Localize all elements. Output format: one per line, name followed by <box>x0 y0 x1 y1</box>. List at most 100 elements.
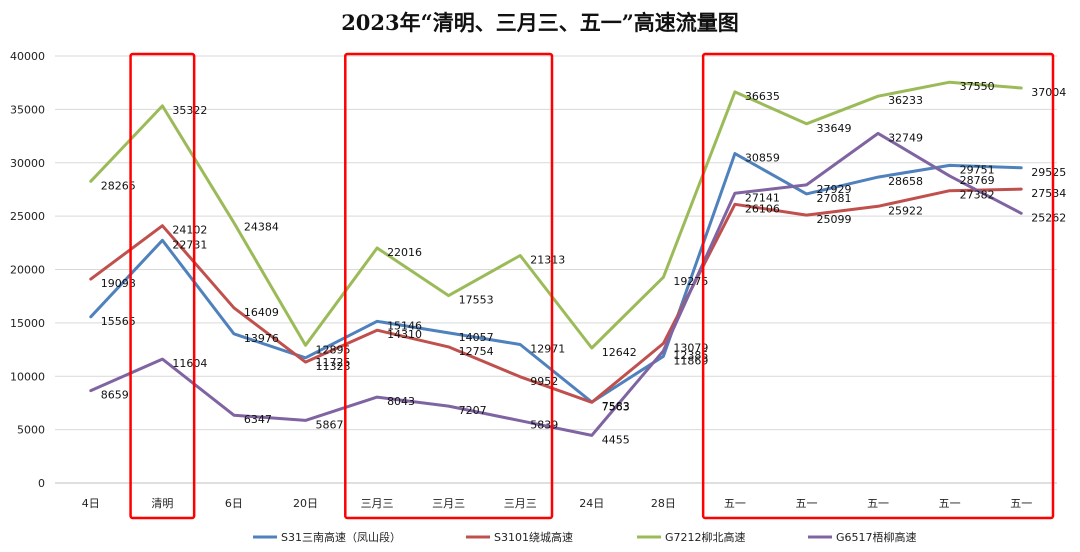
data-label: 7583 <box>602 400 630 413</box>
data-label: 4455 <box>602 433 630 446</box>
data-label: 27141 <box>745 191 780 204</box>
x-tick-label: 6日 <box>225 497 243 510</box>
data-label: 8043 <box>387 395 415 408</box>
data-label: 19098 <box>101 277 136 290</box>
data-label: 5839 <box>530 419 558 432</box>
x-tick-label: 五一 <box>939 497 961 510</box>
highlight-box <box>129 52 196 520</box>
data-label: 15565 <box>101 315 136 328</box>
legend-label: S3101绕城高速 <box>494 530 573 544</box>
data-label: 29751 <box>960 163 995 176</box>
data-label: 14310 <box>387 328 422 341</box>
data-label: 28265 <box>101 179 136 192</box>
data-label: 11323 <box>316 360 351 373</box>
data-label: 22016 <box>387 246 422 259</box>
y-tick-label: 40000 <box>10 50 45 63</box>
data-label: 12971 <box>530 343 565 356</box>
data-label: 5867 <box>316 418 344 431</box>
data-label: 21313 <box>530 253 565 266</box>
x-tick-label: 28日 <box>651 497 676 510</box>
data-label: 7563 <box>602 400 630 413</box>
y-tick-label: 10000 <box>10 370 45 383</box>
data-label: 28658 <box>888 175 923 188</box>
series-line-3 <box>89 80 1023 350</box>
data-label: 25262 <box>1031 211 1066 224</box>
y-tick-label: 30000 <box>10 157 45 170</box>
series-line-2 <box>89 187 1023 404</box>
data-label: 33649 <box>817 122 852 135</box>
data-labels: 15565 22731 13976 11725 15146 14057 12971 7583 1… <box>101 80 1066 446</box>
data-label: 7207 <box>459 404 487 417</box>
data-label: 13079 <box>673 341 708 354</box>
data-label: 17553 <box>459 294 494 307</box>
x-tick-label: 三月三 <box>432 497 465 510</box>
data-label: 16409 <box>244 306 279 319</box>
x-tick-label: 五一 <box>1010 497 1032 510</box>
chart-title: 2023年“清明、三月三、五一”高速流量图 <box>341 10 739 35</box>
data-label: 28769 <box>960 174 995 187</box>
data-label: 12385 <box>673 349 708 362</box>
x-tick-label: 三月三 <box>504 497 537 510</box>
legend-entry: S3101绕城高速 <box>466 530 573 544</box>
data-label: 14057 <box>459 331 494 344</box>
y-axis-ticks: 0 5000 10000 15000 20000 25000 30000 35000 40000 <box>10 50 45 490</box>
x-tick-label: 三月三 <box>361 497 394 510</box>
x-tick-label: 五一 <box>796 497 818 510</box>
data-label: 29525 <box>1031 166 1066 179</box>
x-tick-label: 24日 <box>579 497 604 510</box>
highlight-box <box>701 52 1055 520</box>
legend-entry: G7212柳北高速 <box>637 530 746 544</box>
x-tick-label: 清明 <box>151 497 173 510</box>
data-label: 37550 <box>960 80 995 93</box>
data-label: 37004 <box>1031 86 1066 99</box>
data-label: 27382 <box>960 189 995 202</box>
data-label: 11869 <box>673 354 708 367</box>
x-axis-ticks: 4日 清明 6日 20日 三月三 三月三 三月三 24日 28日 五一 五一 五一 五一 五一 <box>82 497 1032 510</box>
data-label: 6347 <box>244 413 272 426</box>
data-label: 27534 <box>1031 187 1066 200</box>
y-tick-label: 25000 <box>10 210 45 223</box>
series-lines <box>89 80 1023 437</box>
data-label: 30859 <box>745 152 780 165</box>
y-tick-label: 5000 <box>17 424 45 437</box>
data-label: 36233 <box>888 94 923 107</box>
data-label: 26106 <box>745 202 780 215</box>
data-label: 9952 <box>530 375 558 388</box>
data-label: 22731 <box>172 238 207 251</box>
legend-label: G7212柳北高速 <box>665 530 746 544</box>
x-tick-label: 五一 <box>724 497 746 510</box>
data-label: 27929 <box>817 183 852 196</box>
x-tick-label: 五一 <box>867 497 889 510</box>
y-tick-label: 35000 <box>10 103 45 116</box>
legend-label: G6517梧柳高速 <box>836 530 917 544</box>
data-label: 32749 <box>888 131 923 144</box>
data-label: 12895 <box>316 343 351 356</box>
data-label: 11725 <box>316 356 351 369</box>
data-label: 8659 <box>101 389 129 402</box>
y-tick-label: 20000 <box>10 264 45 277</box>
data-label: 12754 <box>459 345 494 358</box>
data-label: 13976 <box>244 332 279 345</box>
data-label: 15146 <box>387 319 422 332</box>
data-label: 35322 <box>172 104 207 117</box>
data-label: 24384 <box>244 221 279 234</box>
legend-label: S31三南高速（凤山段） <box>281 530 401 544</box>
data-label: 25099 <box>817 213 852 226</box>
data-label: 24102 <box>172 224 207 237</box>
data-label: 12642 <box>602 346 637 359</box>
x-tick-label: 4日 <box>82 497 100 510</box>
highlight-box <box>344 52 554 520</box>
data-label: 36635 <box>745 90 780 103</box>
x-tick-label: 20日 <box>293 497 318 510</box>
data-label: 27081 <box>817 192 852 205</box>
series-line-4 <box>89 131 1023 437</box>
data-label: 11604 <box>172 357 207 370</box>
data-label: 19275 <box>673 275 708 288</box>
data-label: 25922 <box>888 204 923 217</box>
gridlines <box>55 55 1057 484</box>
y-tick-label: 15000 <box>10 317 45 330</box>
legend-entry: S31三南高速（凤山段） <box>253 530 401 544</box>
series-line-1 <box>89 152 1023 404</box>
y-tick-label: 0 <box>38 477 45 490</box>
